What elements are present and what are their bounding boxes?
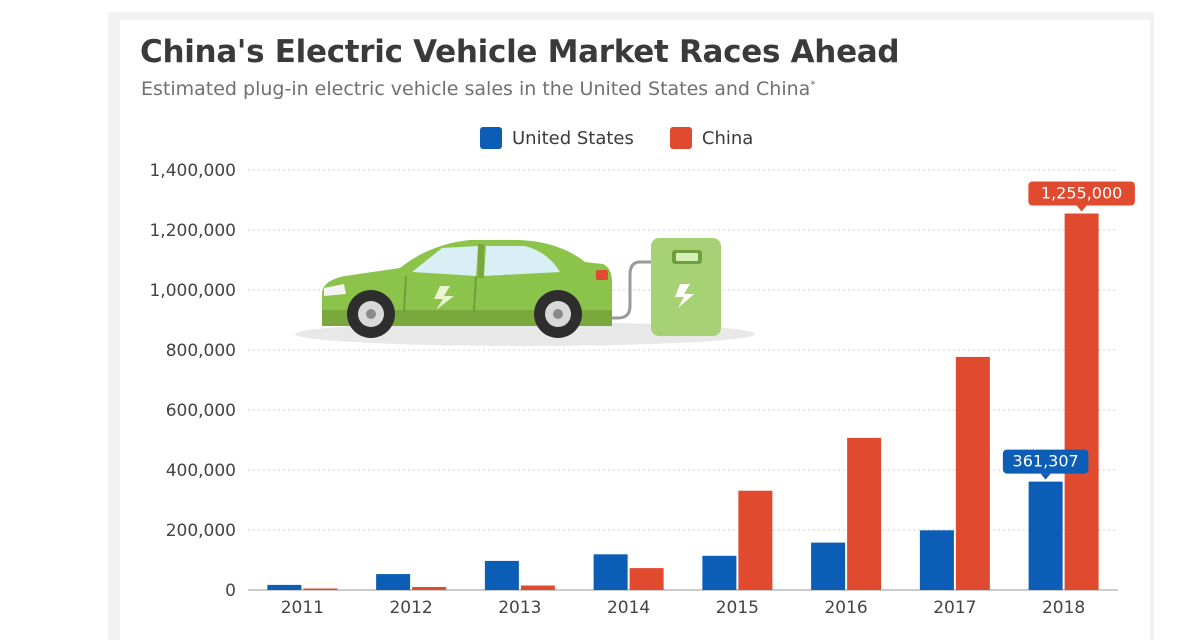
data-label-box (1002, 449, 1089, 474)
data-labels: 361,307 1,255,000 (1002, 181, 1135, 480)
chart-legend: United States China (480, 124, 753, 152)
bar-china (629, 568, 664, 590)
legend-swatch-united-states (480, 127, 502, 149)
subtitle-text: Estimated plug-in electric vehicle sales… (141, 78, 811, 100)
legend-label-china: China (701, 127, 754, 149)
bar-united-states (811, 542, 846, 590)
data-label-pointer (1076, 205, 1087, 212)
bar-united-states (702, 555, 737, 590)
bar-china (412, 587, 447, 590)
chart-subtitle: Estimated plug-in electric vehicle sales… (141, 78, 815, 100)
footnote-marker: * (810, 79, 816, 91)
x-tick-label: 2017 (933, 598, 976, 618)
bar-united-states (1028, 481, 1063, 590)
data-label-box (1028, 181, 1135, 206)
y-tick-label: 600,000 (166, 401, 236, 421)
y-tick-label: 1,400,000 (149, 161, 236, 181)
chart-title: China's Electric Vehicle Market Races Ah… (140, 34, 900, 70)
y-tick-label: 400,000 (166, 461, 236, 481)
x-tick-label: 2013 (498, 598, 541, 618)
legend-item-united-states: United States (480, 127, 634, 149)
bar-united-states (484, 560, 519, 590)
y-tick-label: 1,200,000 (149, 221, 236, 241)
y-tick-label: 800,000 (166, 341, 236, 361)
x-tick-label: 2011 (281, 598, 324, 618)
x-tick-label: 2012 (389, 598, 432, 618)
bar-china (847, 437, 882, 590)
x-axis: 2011 2012 2013 2014 2015 2016 2017 2018 (281, 598, 1086, 618)
bar-united-states (919, 530, 954, 590)
bars (267, 213, 1099, 590)
bar-united-states (376, 574, 411, 590)
data-label: 361,307 (1013, 452, 1079, 471)
x-tick-label: 2016 (824, 598, 867, 618)
data-label: 1,255,000 (1041, 184, 1122, 203)
y-axis: 0 200,000 400,000 600,000 800,000 1,000,000 1,… (149, 161, 236, 601)
bar-china (520, 585, 555, 590)
x-tick-label: 2018 (1042, 598, 1085, 618)
legend-swatch-china (669, 127, 692, 149)
bar-united-states (267, 584, 302, 590)
bar-china (1064, 213, 1099, 590)
legend-label-united-states: United States (512, 127, 634, 149)
data-label-pointer (1040, 473, 1051, 480)
bar-united-states (593, 554, 628, 590)
bar-china (738, 490, 773, 590)
y-tick-label: 200,000 (166, 521, 236, 541)
y-tick-label: 0 (225, 581, 236, 601)
x-tick-label: 2015 (716, 598, 759, 618)
bar-china (955, 356, 990, 590)
x-tick-label: 2014 (607, 598, 650, 618)
y-tick-label: 1,000,000 (149, 281, 236, 301)
electric-car-charging-icon (295, 238, 755, 346)
bar-china (303, 588, 338, 590)
legend-item-china: China (669, 127, 754, 149)
